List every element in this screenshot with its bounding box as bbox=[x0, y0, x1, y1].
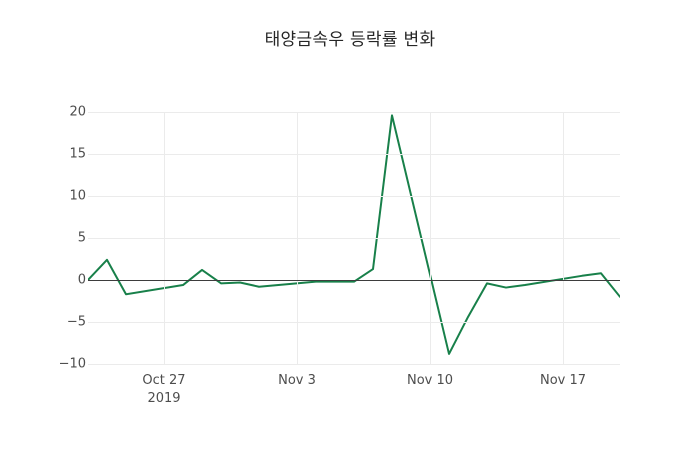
x-axis-tick-main: Nov 3 bbox=[278, 373, 316, 388]
series-polyline bbox=[88, 114, 620, 355]
gridline-horizontal bbox=[88, 196, 620, 197]
gridline-vertical bbox=[164, 112, 165, 364]
gridline-horizontal bbox=[88, 112, 620, 113]
x-axis-tick-main: Nov 17 bbox=[539, 373, 587, 388]
chart-title: 태양금속우 등락률 변화 bbox=[264, 30, 436, 50]
y-axis-tick-label: 20 bbox=[69, 104, 86, 120]
y-axis-tick-label: −5 bbox=[66, 314, 86, 330]
y-axis-tick-label: −10 bbox=[58, 356, 86, 372]
x-axis-tick-label: Oct 27 2019 bbox=[104, 372, 224, 408]
gridline-vertical bbox=[430, 112, 431, 364]
x-axis-tick-main: Nov 10 bbox=[406, 373, 454, 388]
x-axis-tick-main: Oct 27 bbox=[142, 373, 186, 388]
x-axis-tick-label: Nov 17 bbox=[503, 372, 623, 390]
y-axis-tick-label: 0 bbox=[77, 272, 86, 288]
gridline-horizontal bbox=[88, 322, 620, 323]
y-axis-tick-label: 15 bbox=[69, 146, 86, 162]
gridline-vertical bbox=[563, 112, 564, 364]
zero-axis-line bbox=[88, 280, 620, 281]
x-axis-tick-label: Nov 10 bbox=[370, 372, 490, 390]
x-axis-tick-sub: 2019 bbox=[147, 391, 181, 406]
x-axis-tick-label: Nov 3 bbox=[237, 372, 357, 390]
series-line bbox=[88, 114, 620, 355]
gridline-vertical bbox=[297, 112, 298, 364]
y-axis-tick-label: 5 bbox=[77, 230, 86, 246]
gridline-horizontal bbox=[88, 238, 620, 239]
gridline-horizontal bbox=[88, 364, 620, 365]
plot-area bbox=[88, 112, 620, 365]
y-axis-tick-label: 10 bbox=[69, 188, 86, 204]
gridline-horizontal bbox=[88, 154, 620, 155]
